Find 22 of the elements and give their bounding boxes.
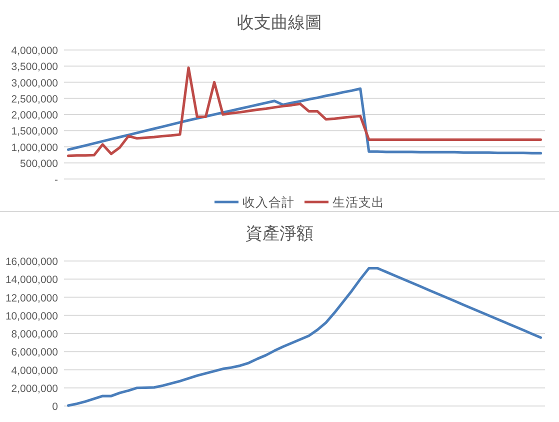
y-tick-label: 0 <box>52 401 58 413</box>
y-tick-label: - <box>54 174 58 186</box>
chart-title: 資產淨額 <box>246 224 314 243</box>
y-tick-label: 4,000,000 <box>11 364 58 377</box>
y-tick-label: 10,000,000 <box>5 310 58 322</box>
y-tick-label: 6,000,000 <box>11 346 58 359</box>
y-tick-label: 14,000,000 <box>5 274 58 286</box>
y-tick-label: 3,000,000 <box>11 77 58 90</box>
y-tick-label: 1,500,000 <box>11 126 58 138</box>
y-tick-label: 2,000,000 <box>11 382 58 395</box>
y-tick-label: 1,000,000 <box>11 142 58 154</box>
y-tick-label: 500,000 <box>20 158 58 170</box>
y-tick-label: 8,000,000 <box>11 328 58 340</box>
y-tick-label: 3,500,000 <box>11 61 58 74</box>
y-tick-label: 2,500,000 <box>11 93 58 106</box>
y-tick-label: 16,000,000 <box>5 256 58 268</box>
y-tick-label: 4,000,000 <box>11 45 58 57</box>
y-tick-label: 12,000,000 <box>5 292 58 304</box>
y-tick-label: 2,000,000 <box>11 110 58 122</box>
legend-label: 生活支出 <box>332 196 384 210</box>
chart-title: 收支曲線圖 <box>237 13 322 32</box>
legend-label: 收入合計 <box>242 196 294 210</box>
